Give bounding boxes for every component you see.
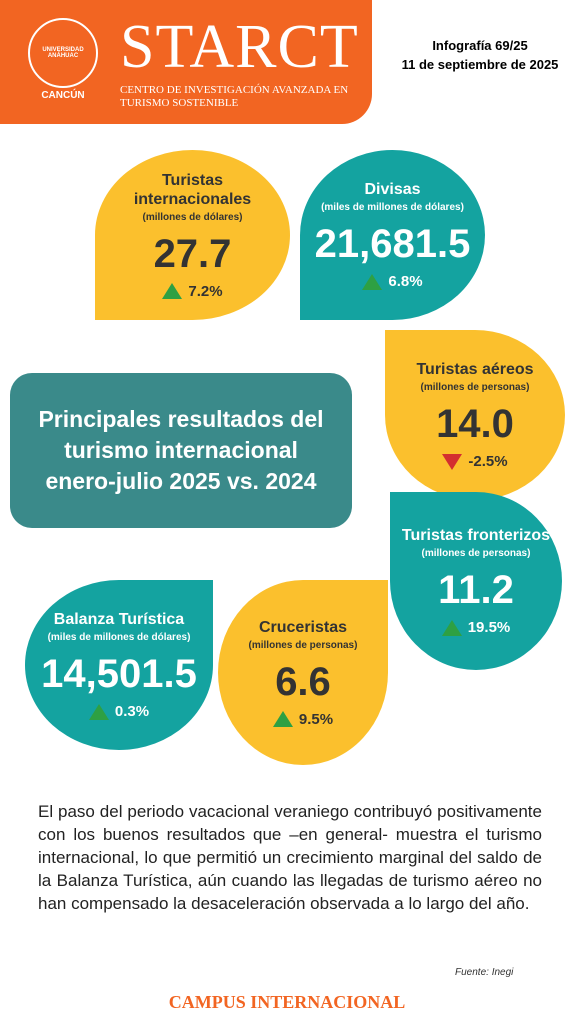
trend-arrow <box>441 619 462 636</box>
logo-text: UNIVERSIDAD ANÁHUAC <box>42 47 84 59</box>
card-unit: (millones de dólares) <box>142 211 243 223</box>
footer: CAMPUS INTERNACIONAL <box>168 992 406 1012</box>
stat-card: Balanza Turística (miles de millones de d… <box>25 580 213 750</box>
card-label: Turistas aéreos <box>416 361 534 378</box>
source: Fuente: Inegi <box>455 967 514 978</box>
card-change: -2.5% <box>442 453 508 470</box>
trend-arrow <box>442 453 463 470</box>
card-label: Cruceristas <box>258 618 348 636</box>
card-change: 7.2% <box>162 282 223 300</box>
card-label: Balanza Turística <box>53 611 185 628</box>
logo-city: CANCÚN <box>41 90 85 101</box>
stat-card: Turistas fronterizos (millones de persona… <box>390 492 562 670</box>
stat-card: Cruceristas (millones de personas) 6.6 9.5% <box>218 580 388 765</box>
card-label: Turistas fronterizos <box>401 527 551 544</box>
date: 11 de septiembre de 2025 <box>401 57 559 72</box>
change-value: 19.5% <box>467 619 511 636</box>
card-value: 27.7 <box>153 231 232 276</box>
card-change: 9.5% <box>272 710 334 728</box>
title-box: Principales resultados del turismo inter… <box>10 373 352 528</box>
card-unit: (millones de personas) <box>248 639 358 651</box>
infographic-number: Infografía 69/25 <box>432 38 528 53</box>
brand: STARCT <box>120 13 359 81</box>
stat-card: Turistas aéreos (millones de personas) 14.… <box>385 330 565 500</box>
card-unit: (miles de millones de dólares) <box>47 632 191 643</box>
card-change: 6.8% <box>362 273 423 290</box>
card-value: 14,501.5 <box>41 652 197 696</box>
change-value: -2.5% <box>468 453 508 470</box>
brand-subtitle: CENTRO DE INVESTIGACIÓN AVANZADA EN TURI… <box>120 84 349 109</box>
trend-arrow <box>162 283 183 299</box>
card-unit: (millones de personas) <box>421 548 531 559</box>
paragraph: El paso del periodo vacacional veraniego… <box>38 802 542 913</box>
trend-arrow <box>362 273 383 290</box>
card-label: Divisas <box>364 181 421 198</box>
card-value: 21,681.5 <box>314 222 471 266</box>
stat-card: Divisas (miles de millones de dólares) 21,… <box>300 150 485 320</box>
card-unit: (miles de millones de dólares) <box>321 202 464 213</box>
stat-card: Turistas internacionales (millones de dól… <box>95 150 290 320</box>
change-value: 9.5% <box>298 710 334 728</box>
card-label: Turistas internacionales <box>133 171 252 208</box>
card-change: 0.3% <box>88 703 150 720</box>
change-value: 6.8% <box>388 273 423 290</box>
trend-arrow <box>272 711 293 727</box>
card-change: 19.5% <box>441 619 511 636</box>
card-unit: (millones de personas) <box>420 382 530 393</box>
change-value: 7.2% <box>188 282 223 300</box>
card-value: 14.0 <box>436 402 514 446</box>
trend-arrow <box>88 703 109 720</box>
card-value: 11.2 <box>438 568 514 612</box>
logo: UNIVERSIDAD ANÁHUAC <box>28 18 98 88</box>
change-value: 0.3% <box>114 703 150 720</box>
card-value: 6.6 <box>275 659 331 704</box>
